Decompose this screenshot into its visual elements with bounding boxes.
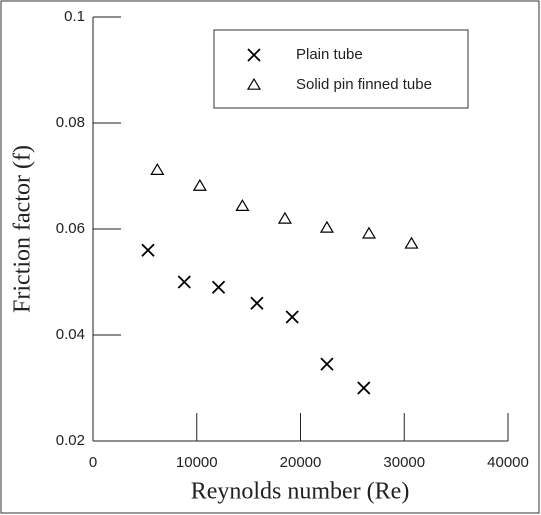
y-tick-label: 0.1 — [64, 8, 85, 25]
x-tick-label: 0 — [89, 454, 97, 471]
point — [361, 226, 377, 239]
point — [192, 178, 207, 191]
point — [320, 357, 334, 371]
legend-label: Solid pin finned tube — [296, 76, 432, 93]
y-tick-label: 0.06 — [56, 220, 85, 237]
point — [250, 296, 264, 310]
legend-marker — [246, 77, 262, 90]
x-axis-label: Reynolds number (Re) — [191, 479, 410, 505]
legend-marker — [247, 48, 261, 62]
y-tick-label: 0.08 — [56, 114, 85, 131]
point — [319, 220, 335, 233]
point — [141, 243, 155, 257]
point — [357, 381, 371, 395]
y-tick-label: 0.04 — [56, 326, 85, 343]
x-tick-label: 40000 — [487, 454, 529, 471]
point — [177, 275, 191, 289]
y-axis-label: Friction factor (f) — [10, 145, 36, 313]
y-tick-label: 0.02 — [56, 432, 85, 449]
point — [211, 280, 226, 294]
legend-label: Plain tube — [296, 46, 363, 63]
point — [235, 199, 250, 212]
point — [285, 310, 299, 324]
x-tick-label: 20000 — [280, 454, 322, 471]
legend-box — [213, 29, 469, 109]
point — [404, 236, 419, 249]
x-tick-label: 10000 — [176, 454, 218, 471]
point — [150, 162, 165, 175]
point — [277, 211, 292, 224]
x-tick-label: 30000 — [383, 454, 425, 471]
